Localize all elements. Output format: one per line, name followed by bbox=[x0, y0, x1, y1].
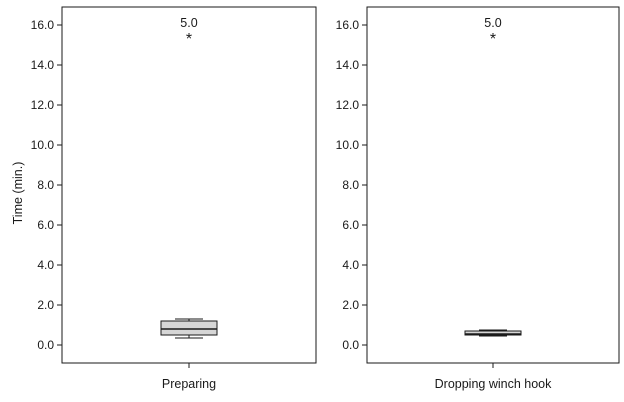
panel-2-y-tick-label: 8.0 bbox=[342, 178, 359, 192]
panel-1-outlier-marker: * bbox=[186, 31, 192, 48]
panel-2-y-tick-label: 6.0 bbox=[342, 218, 359, 232]
panel-1-outlier-label: 5.0 bbox=[180, 16, 197, 30]
panel-2-outlier-label: 5.0 bbox=[484, 16, 501, 30]
panel-1-y-tick-label: 10.0 bbox=[31, 138, 55, 152]
panel-1-box bbox=[160, 320, 218, 336]
panel-1-y-tick-label: 6.0 bbox=[37, 218, 54, 232]
panel-2-y-tick-label: 14.0 bbox=[336, 58, 360, 72]
panel-2-y-tick-label: 4.0 bbox=[342, 258, 359, 272]
panel-1-y-tick-label: 16.0 bbox=[31, 18, 55, 32]
panel-2-frame bbox=[366, 6, 620, 364]
panel-2-y-tick-label: 0.0 bbox=[342, 338, 359, 352]
panel-2-y-tick-label: 2.0 bbox=[342, 298, 359, 312]
panel-1-y-tick-label: 4.0 bbox=[37, 258, 54, 272]
panel-1-y-tick-label: 14.0 bbox=[31, 58, 55, 72]
panel-1-frame bbox=[61, 6, 317, 364]
panel-1-category-label: Preparing bbox=[162, 377, 216, 391]
panel-1-y-tick-label: 8.0 bbox=[37, 178, 54, 192]
panel-2-y-tick-label: 12.0 bbox=[336, 98, 360, 112]
panel-1-y-tick-label: 0.0 bbox=[37, 338, 54, 352]
y-axis-label: Time (min.) bbox=[11, 162, 25, 225]
panel-1-y-tick-label: 2.0 bbox=[37, 298, 54, 312]
panel-2-y-tick-label: 16.0 bbox=[336, 18, 360, 32]
panel-2-box bbox=[464, 330, 522, 336]
panel-1-y-tick-label: 12.0 bbox=[31, 98, 55, 112]
panel-2-category-label: Dropping winch hook bbox=[435, 377, 552, 391]
panel-2-outlier-marker: * bbox=[490, 31, 496, 48]
panel-2-y-tick-label: 10.0 bbox=[336, 138, 360, 152]
